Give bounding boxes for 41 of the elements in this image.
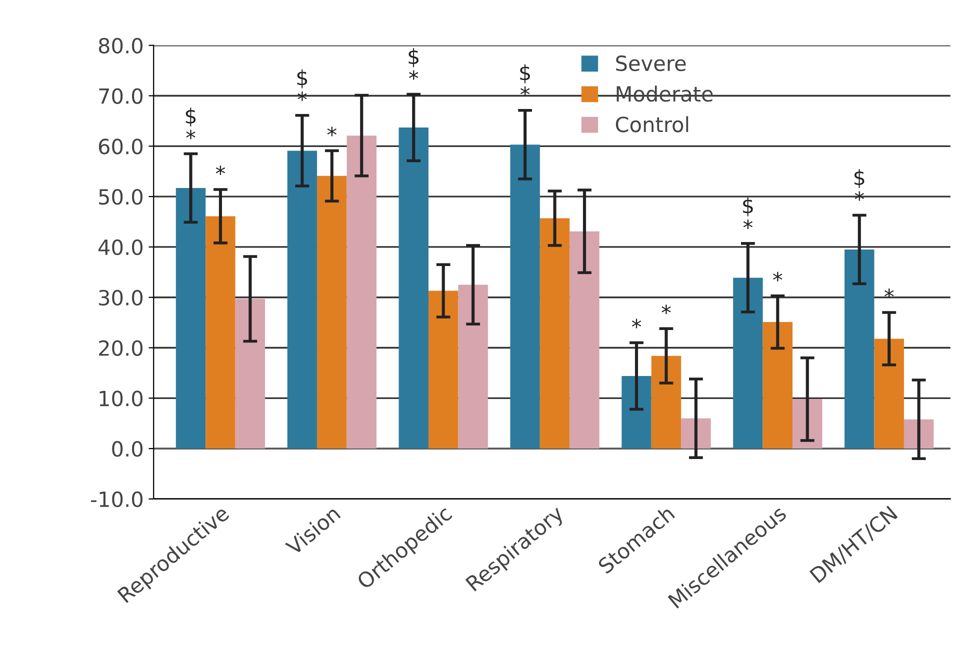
bar bbox=[235, 298, 266, 449]
bar bbox=[458, 284, 488, 449]
bar bbox=[398, 128, 428, 449]
data-label: * bbox=[327, 126, 336, 136]
bar bbox=[733, 278, 763, 449]
bar bbox=[346, 136, 376, 449]
bar bbox=[570, 231, 600, 449]
data-label: * bbox=[216, 166, 226, 176]
y-tick-label: 70.0 bbox=[99, 88, 142, 104]
data-label: * bbox=[632, 318, 642, 328]
y-tick-label: 10.0 bbox=[100, 390, 142, 406]
y-tick-label: 50.0 bbox=[99, 189, 142, 205]
data-label: * bbox=[773, 272, 782, 282]
legend-label: Severe bbox=[616, 55, 686, 72]
bar bbox=[317, 176, 347, 449]
bar bbox=[681, 418, 711, 449]
bar bbox=[874, 338, 904, 449]
y-tick-label: 80.0 bbox=[98, 38, 142, 54]
bar bbox=[428, 290, 458, 449]
legend-label: Control bbox=[616, 116, 688, 132]
y-tick-label: 30.0 bbox=[99, 290, 142, 306]
y-tick-label: -10.0 bbox=[90, 491, 142, 508]
data-label: $ * bbox=[408, 48, 419, 80]
bar bbox=[651, 356, 682, 449]
data-label: $ * bbox=[186, 108, 196, 140]
bar bbox=[206, 216, 236, 449]
y-tick-label: 60.0 bbox=[98, 138, 142, 154]
data-label: * bbox=[884, 288, 894, 298]
bar bbox=[176, 188, 206, 449]
bar bbox=[510, 144, 540, 449]
y-tick-label: 0.0 bbox=[112, 441, 142, 457]
bar bbox=[287, 150, 318, 449]
bar bbox=[540, 218, 570, 449]
y-tick-label: 40.0 bbox=[98, 239, 142, 256]
y-tick-label: 20.0 bbox=[99, 340, 142, 356]
bar bbox=[622, 376, 652, 449]
data-label: * bbox=[662, 304, 671, 314]
bar bbox=[844, 249, 874, 449]
bar bbox=[762, 322, 793, 449]
data-label: $ * bbox=[520, 64, 530, 96]
data-label: $ * bbox=[743, 197, 753, 229]
